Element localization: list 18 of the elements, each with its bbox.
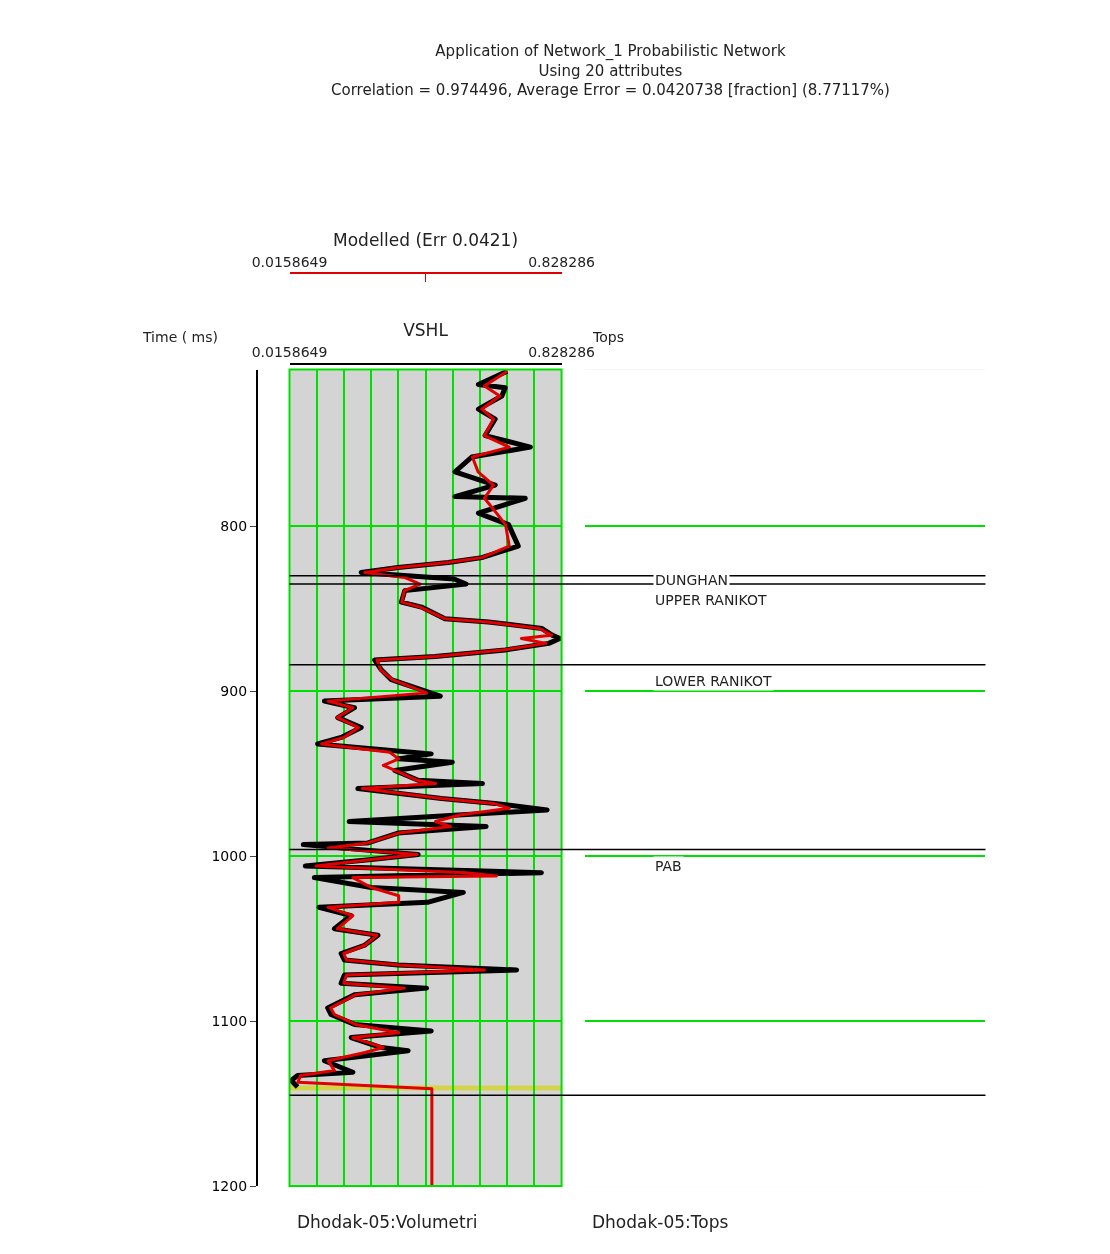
text: Dhodak-05:Tops [592, 1212, 729, 1232]
x2-tick-label: 0.0158649 [251, 253, 328, 270]
y-axis-title: Time ( ms) [142, 329, 219, 345]
ref-line-label: DUNGHAN [655, 572, 728, 588]
y-tick-label: 800 [220, 518, 248, 535]
text: Dhodak-05:Volumetri [297, 1212, 478, 1232]
x-axis-title: VSHL [403, 320, 449, 341]
y-tick-label: 900 [220, 683, 248, 700]
y-tick-label: 1000 [211, 848, 248, 865]
x2-axis-title: Modelled (Err 0.0421) [333, 229, 519, 250]
x2-tick-label: 0.828286 [528, 253, 596, 270]
ref-line-label: PAB [655, 858, 682, 874]
text: Tops [592, 329, 624, 345]
ref-line-label: UPPER RANIKOT [655, 592, 767, 608]
y-tick-label: 1200 [211, 1177, 248, 1194]
text: Application of Network_1 Probabilistic Network Using 20 attributes Correlation = 0.974496, Average Error = 0.0420738 [fraction] (8.77117%) [331, 42, 890, 100]
y-tick-label: 1100 [211, 1013, 248, 1030]
ref-line-label: LOWER RANIKOT [655, 673, 772, 689]
